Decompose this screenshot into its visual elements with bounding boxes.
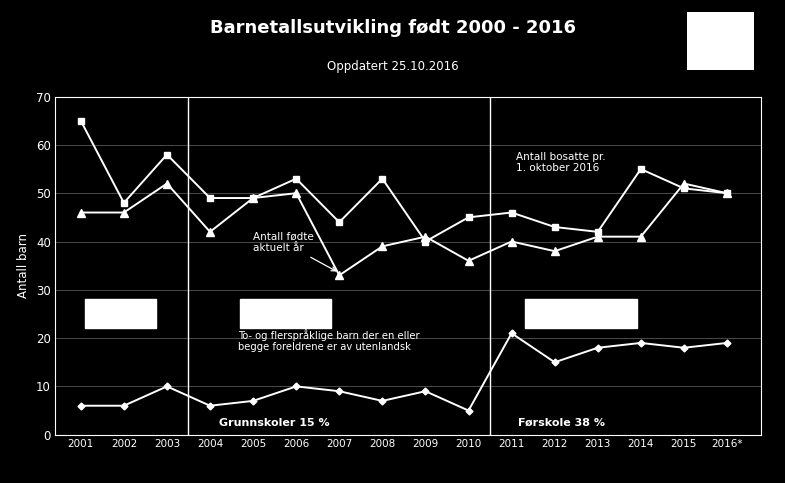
Text: Førskole 38 %: Førskole 38 % bbox=[518, 418, 605, 428]
Y-axis label: Antall barn: Antall barn bbox=[17, 233, 31, 298]
Bar bbox=[524, 299, 637, 328]
Bar bbox=[240, 299, 330, 328]
Text: To- og flerspråklige barn der en eller
begge foreldrene er av utenlandsk: To- og flerspråklige barn der en eller b… bbox=[238, 328, 420, 352]
Text: Antall fødte
aktuelt år: Antall fødte aktuelt år bbox=[253, 231, 336, 271]
Text: Oppdatert 25.10.2016: Oppdatert 25.10.2016 bbox=[327, 60, 458, 73]
Text: Antall bosatte pr.
1. oktober 2016: Antall bosatte pr. 1. oktober 2016 bbox=[516, 152, 605, 173]
Text: Grunnskoler 15 %: Grunnskoler 15 % bbox=[219, 418, 329, 428]
Text: Barnetallsutvikling født 2000 - 2016: Barnetallsutvikling født 2000 - 2016 bbox=[210, 19, 575, 37]
Bar bbox=[85, 299, 156, 328]
